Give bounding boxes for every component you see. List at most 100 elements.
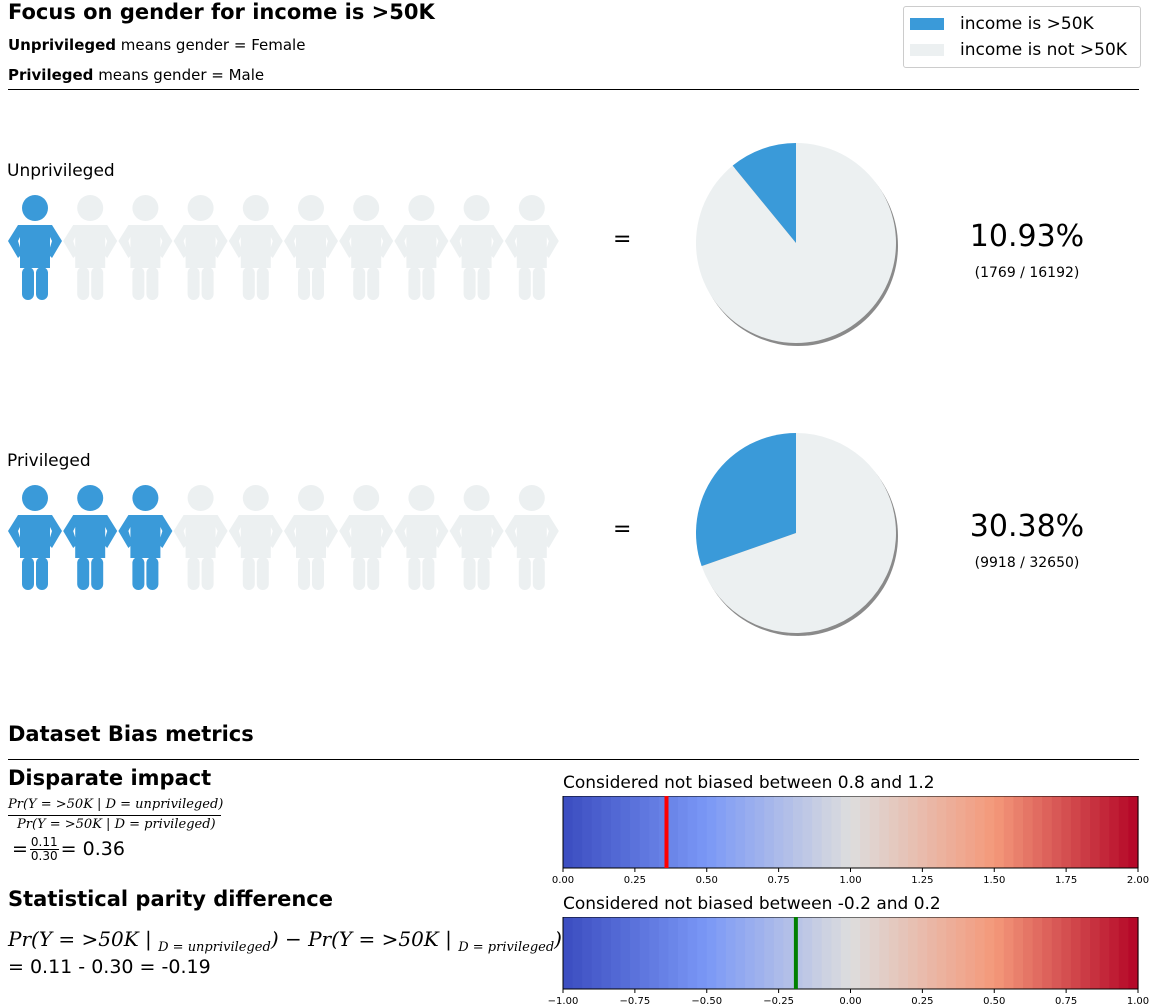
gauge-color-band [927, 917, 938, 989]
gauge-color-band [888, 796, 900, 868]
gauge-tick-label: 0.50 [983, 996, 1005, 1007]
gauge-color-band [572, 796, 583, 868]
gauge-color-band [908, 917, 919, 989]
di-small-fraction: 0.11 0.30 [29, 835, 59, 863]
privileged-definition: Privileged means gender = Male [8, 66, 264, 84]
gauge-color-band [687, 917, 698, 989]
di-gauge-title: Considered not biased between 0.8 and 1.… [563, 773, 935, 793]
person-icon-filled [8, 195, 62, 300]
gauge-tick-label: 0.25 [911, 996, 933, 1007]
gauge-color-band [725, 917, 737, 989]
gauge-color-band [1051, 917, 1062, 989]
person-icon-empty [284, 485, 338, 590]
person-icon-empty [63, 195, 118, 300]
gauge-color-band [802, 917, 813, 989]
equals-sign-privileged: = [613, 517, 632, 542]
privileged-meaning: means gender = Male [93, 66, 265, 84]
gauge-color-band [1070, 917, 1082, 989]
person-icon-empty [394, 485, 449, 590]
gauge-color-band [649, 796, 660, 868]
di-fraction-bar [8, 815, 221, 816]
gauge-color-band [773, 917, 785, 989]
gauge-color-band [860, 917, 871, 989]
gauge-color-band [898, 917, 909, 989]
gauge-color-band [745, 796, 756, 868]
gauge-color-band [831, 917, 842, 989]
gauge-color-band [984, 796, 995, 868]
gauge-color-band [620, 796, 631, 868]
person-icon-empty [284, 195, 338, 300]
gauge-color-band [965, 796, 976, 868]
gauge-color-band [735, 796, 746, 868]
gauge-color-band [1061, 917, 1072, 989]
gauge-color-band [649, 917, 660, 989]
gauge-color-band [850, 917, 861, 989]
gauge-color-band [869, 796, 880, 868]
gauge-color-band [563, 917, 574, 989]
person-icon-row-unprivileged [8, 195, 559, 300]
gauge-color-band [812, 796, 823, 868]
gauge-color-band [783, 917, 794, 989]
gauge-color-band [879, 796, 890, 868]
gauge-tick-label: 0.75 [767, 875, 789, 886]
gauge-color-band [582, 917, 593, 989]
gauge-color-band [1003, 917, 1015, 989]
gauge-tick-label: 0.00 [552, 875, 574, 886]
gauge-color-band [668, 796, 679, 868]
person-icon-empty [118, 195, 173, 300]
gauge-color-band [697, 796, 708, 868]
di-formula-denominator: Pr(Y = >50K | D = privileged) [17, 817, 216, 832]
gauge-tick-label: 2.00 [1127, 875, 1149, 886]
gauge-color-band [630, 796, 641, 868]
equals-sign-unprivileged: = [613, 227, 632, 252]
pie-slice-positive [732, 143, 796, 243]
gauge-tick-label: 0.00 [839, 996, 861, 1007]
header-divider [8, 89, 1139, 90]
di-result: = 0.11 0.30 = 0.36 [12, 836, 125, 863]
pie-slice-positive [696, 433, 796, 567]
gauge-color-band [821, 917, 832, 989]
percent-privileged: 30.38% [969, 509, 1085, 544]
person-icon-filled [118, 485, 173, 590]
gauge-tick-label: 1.50 [983, 875, 1005, 886]
gauge-color-band [850, 796, 861, 868]
percent-unprivileged: 10.93% [969, 219, 1085, 254]
gauge-color-band [678, 796, 689, 868]
spd-formula-part2: ) − Pr(Y = >50K | [270, 927, 459, 951]
gauge-color-band [821, 796, 832, 868]
gauge-color-band [908, 796, 919, 868]
person-icon-row-privileged [8, 485, 559, 590]
privileged-term: Privileged [8, 66, 94, 84]
di-small-numerator: 0.11 [29, 835, 59, 850]
person-icon-empty [173, 485, 228, 590]
legend-item-negative: income is not >50K [910, 39, 1127, 61]
gauge-color-band [591, 796, 602, 868]
unprivileged-definition: Unprivileged means gender = Female [8, 36, 305, 54]
gauge-color-band [965, 917, 976, 989]
person-icon-empty [339, 195, 394, 300]
person-icon-empty [504, 195, 559, 300]
gauge-color-band [936, 917, 947, 989]
disparate-impact-title: Disparate impact [8, 766, 212, 790]
gauge-tick-label: 1.00 [839, 875, 861, 886]
person-icon-empty [394, 195, 449, 300]
pie-chart-privileged [696, 433, 898, 636]
gauge-tick-label: 1.00 [1127, 996, 1149, 1007]
gauge-color-band [773, 796, 785, 868]
gauge-tick-label: −0.50 [691, 996, 722, 1007]
gauge-color-band [1118, 796, 1130, 868]
gauge-color-band [1128, 796, 1139, 868]
gauge-color-band [1032, 917, 1043, 989]
person-icon-empty [339, 485, 394, 590]
person-icon-empty [504, 485, 559, 590]
gauge-color-band [745, 917, 756, 989]
gauge-color-band [764, 917, 775, 989]
gauge-color-band [591, 917, 602, 989]
gauge-color-band [984, 917, 995, 989]
gauge-color-band [678, 917, 689, 989]
gauge-color-band [793, 796, 804, 868]
gauge-color-band [754, 917, 765, 989]
gauge-color-band [1109, 796, 1120, 868]
spd-formula-sub2: D = privileged [458, 940, 555, 955]
gauge-color-band [563, 796, 574, 868]
